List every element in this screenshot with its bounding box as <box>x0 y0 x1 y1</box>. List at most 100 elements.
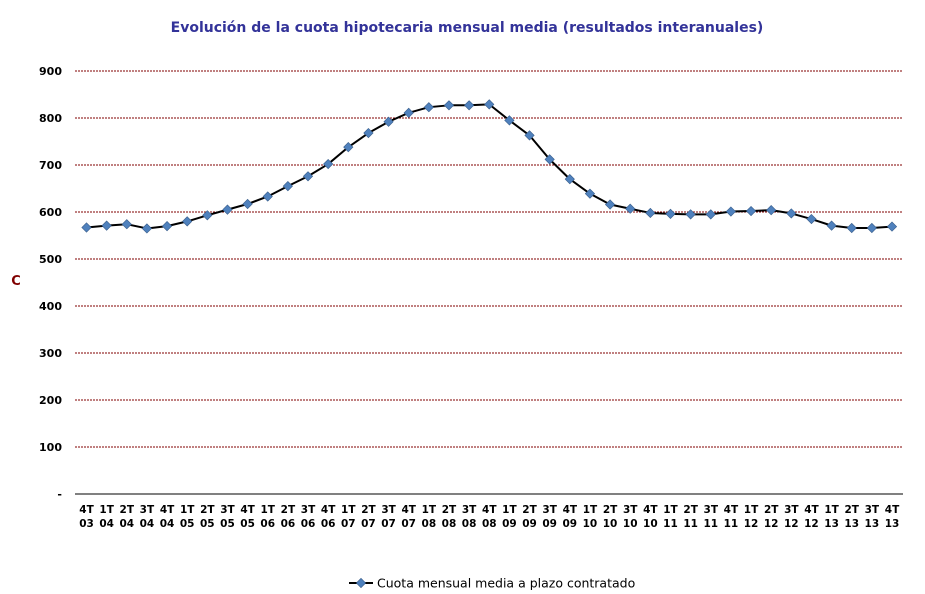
x-tick-label-year: 04 <box>140 518 155 530</box>
x-tick-label-quarter: 2T <box>442 504 457 516</box>
x-tick-label-year: 13 <box>824 518 839 530</box>
x-tick-label-quarter: 3T <box>704 504 719 516</box>
x-tick-label-quarter: 3T <box>220 504 235 516</box>
y-axis-ticks: - 100 200 300 400 500 600 700 800 900 <box>39 65 62 501</box>
x-tick-label-quarter: 2T <box>764 504 779 516</box>
y-tick-label: 500 <box>39 253 62 266</box>
x-tick-label-year: 10 <box>643 518 658 530</box>
x-tick-label-quarter: 4T <box>643 504 658 516</box>
legend: Cuota mensual media a plazo contratado <box>349 576 635 591</box>
data-point <box>222 204 233 215</box>
x-tick-label-quarter: 1T <box>99 504 114 516</box>
x-tick-label-quarter: 2T <box>120 504 135 516</box>
x-tick-label-year: 11 <box>663 518 678 530</box>
x-tick-label-quarter: 2T <box>361 504 376 516</box>
x-tick-label-quarter: 4T <box>804 504 819 516</box>
data-point <box>745 205 757 217</box>
x-tick-label-quarter: 1T <box>502 504 517 516</box>
data-point <box>826 220 837 231</box>
x-tick-label-year: 13 <box>885 518 900 530</box>
data-point <box>242 198 253 210</box>
data-point <box>504 115 515 126</box>
x-tick-label-year: 06 <box>321 518 336 530</box>
x-tick-label-quarter: 4T <box>482 504 497 516</box>
x-tick-label-quarter: 4T <box>885 504 900 516</box>
data-point <box>161 221 173 232</box>
x-tick-label-year: 08 <box>442 518 457 530</box>
data-point <box>625 203 636 214</box>
x-tick-label-quarter: 3T <box>623 504 638 516</box>
x-tick-label-quarter: 4T <box>724 504 739 516</box>
data-point <box>725 206 736 217</box>
data-point <box>323 158 334 170</box>
x-tick-label-year: 03 <box>79 518 94 530</box>
x-tick-label-quarter: 4T <box>563 504 578 516</box>
x-tick-label-year: 07 <box>341 518 356 530</box>
x-tick-label-quarter: 3T <box>381 504 396 516</box>
x-tick-label-year: 09 <box>542 518 557 530</box>
x-tick-label-year: 05 <box>240 518 255 530</box>
x-tick-label-year: 09 <box>562 518 577 530</box>
data-point <box>705 209 716 220</box>
data-point <box>262 191 273 202</box>
x-tick-label-year: 05 <box>220 518 235 530</box>
x-tick-label-year: 10 <box>623 518 638 530</box>
data-point <box>604 199 616 210</box>
x-tick-label-year: 09 <box>522 518 537 530</box>
x-tick-label-year: 07 <box>361 518 376 530</box>
data-point <box>141 223 153 234</box>
x-tick-label-quarter: 1T <box>261 504 276 516</box>
legend-marker-swatch <box>355 577 367 589</box>
x-tick-label-quarter: 1T <box>744 504 759 516</box>
data-point <box>302 171 314 182</box>
y-tick-label: 200 <box>39 394 62 407</box>
x-tick-label-year: 10 <box>583 518 598 530</box>
x-tick-label-year: 13 <box>844 518 859 530</box>
data-point <box>564 174 575 185</box>
x-tick-label-quarter: 3T <box>784 504 799 516</box>
data-point <box>383 116 394 127</box>
x-tick-label-quarter: 3T <box>542 504 557 516</box>
data-point <box>645 207 656 219</box>
data-point <box>866 222 877 234</box>
x-axis-ticks: 4T 03 1T 04 2T 04 3T 04 4T 04 1T 05 2T 05 3T 05 4T 05 1T 06… <box>79 504 900 530</box>
x-tick-label-year: 11 <box>724 518 739 530</box>
data-point <box>121 219 132 230</box>
y-tick-label: 300 <box>39 347 62 360</box>
x-tick-label-quarter: 2T <box>522 504 537 516</box>
x-tick-label-quarter: 1T <box>180 504 195 516</box>
x-tick-label-quarter: 2T <box>844 504 859 516</box>
data-point <box>363 127 374 139</box>
x-tick-label-year: 12 <box>744 518 759 530</box>
x-tick-label-quarter: 4T <box>79 504 94 516</box>
x-tick-label-quarter: 4T <box>240 504 255 516</box>
y-tick-label: 600 <box>39 206 62 219</box>
x-tick-label-year: 08 <box>422 518 437 530</box>
y-tick-label: 700 <box>39 159 62 172</box>
x-tick-label-year: 06 <box>281 518 296 530</box>
data-point <box>846 222 857 234</box>
data-point <box>484 99 495 110</box>
x-tick-label-quarter: 1T <box>422 504 437 516</box>
x-tick-label-quarter: 2T <box>683 504 698 516</box>
x-tick-label-quarter: 2T <box>281 504 296 516</box>
data-point <box>584 188 596 199</box>
x-tick-label-year: 06 <box>301 518 316 530</box>
x-tick-label-quarter: 4T <box>160 504 175 516</box>
y-tick-label: 400 <box>39 300 62 313</box>
x-tick-label-year: 09 <box>502 518 517 530</box>
x-tick-label-year: 06 <box>260 518 275 530</box>
x-tick-label-quarter: 4T <box>401 504 416 516</box>
x-tick-label-quarter: 1T <box>341 504 356 516</box>
y-tick-label: - <box>57 488 62 501</box>
y-tick-label: 800 <box>39 112 62 125</box>
x-tick-label-year: 05 <box>180 518 195 530</box>
x-tick-label-year: 11 <box>683 518 698 530</box>
y-tick-label: 100 <box>39 441 62 454</box>
x-tick-label-year: 07 <box>401 518 416 530</box>
x-tick-label-quarter: 3T <box>462 504 477 516</box>
x-tick-label-quarter: 1T <box>583 504 598 516</box>
x-tick-label-year: 04 <box>119 518 134 530</box>
data-point <box>665 208 676 219</box>
y-tick-label: 900 <box>39 65 62 78</box>
